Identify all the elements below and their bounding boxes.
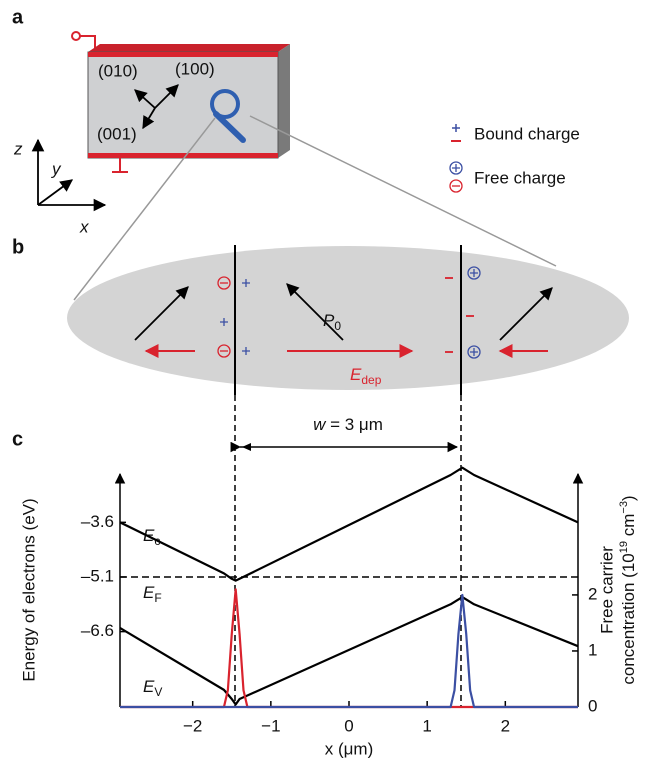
y2-tick-label: 0 xyxy=(588,696,597,715)
x-tick-label: 0 xyxy=(344,716,353,735)
panel-a: a (010) (100) (001) z y x Bound charge F… xyxy=(12,6,580,236)
panel-label: b xyxy=(12,236,24,258)
direction-label: (001) xyxy=(97,124,137,143)
panel-label: a xyxy=(12,6,24,28)
curve-label: EF xyxy=(143,583,162,605)
axis-label: x xyxy=(79,217,89,236)
panel-b: b P0 Edep w = 3 μm xyxy=(12,115,629,707)
y2-axis-label: Free carrier xyxy=(597,546,616,634)
direction-label: (100) xyxy=(175,59,215,78)
legend-label: Free charge xyxy=(474,168,566,187)
series-line xyxy=(119,595,579,706)
x-tick-label: 1 xyxy=(422,716,431,735)
axis-label: z xyxy=(13,139,23,158)
y2-tick-label: 1 xyxy=(588,640,597,659)
polarization-label: P0 xyxy=(323,311,341,333)
y-tick-label: –6.6 xyxy=(81,621,114,640)
direction-label: (010) xyxy=(98,61,138,80)
x-axis-label: x (μm) xyxy=(325,739,374,758)
y-tick-label: –3.6 xyxy=(81,512,114,531)
legend-label: Bound charge xyxy=(474,124,580,143)
y-axis-label: Energy of electrons (eV) xyxy=(19,498,38,681)
series-line xyxy=(119,466,579,582)
x-tick-label: −1 xyxy=(261,716,280,735)
curve-label: EV xyxy=(143,677,162,699)
series-line xyxy=(120,588,578,709)
series-line xyxy=(120,593,578,709)
panel-c: c Energy of electrons (eV) Free carrier … xyxy=(12,428,638,758)
y-tick-label: –5.1 xyxy=(81,566,114,585)
y2-tick-label: 2 xyxy=(588,584,597,603)
y2-axis-label: concentration (1019 cm−3) xyxy=(618,495,639,684)
axis-label: y xyxy=(51,159,62,178)
x-tick-label: −2 xyxy=(183,716,202,735)
field-label: Edep xyxy=(350,365,382,387)
width-label: w = 3 μm xyxy=(313,415,383,434)
panel-label: c xyxy=(12,428,23,450)
x-tick-label: 2 xyxy=(501,716,510,735)
